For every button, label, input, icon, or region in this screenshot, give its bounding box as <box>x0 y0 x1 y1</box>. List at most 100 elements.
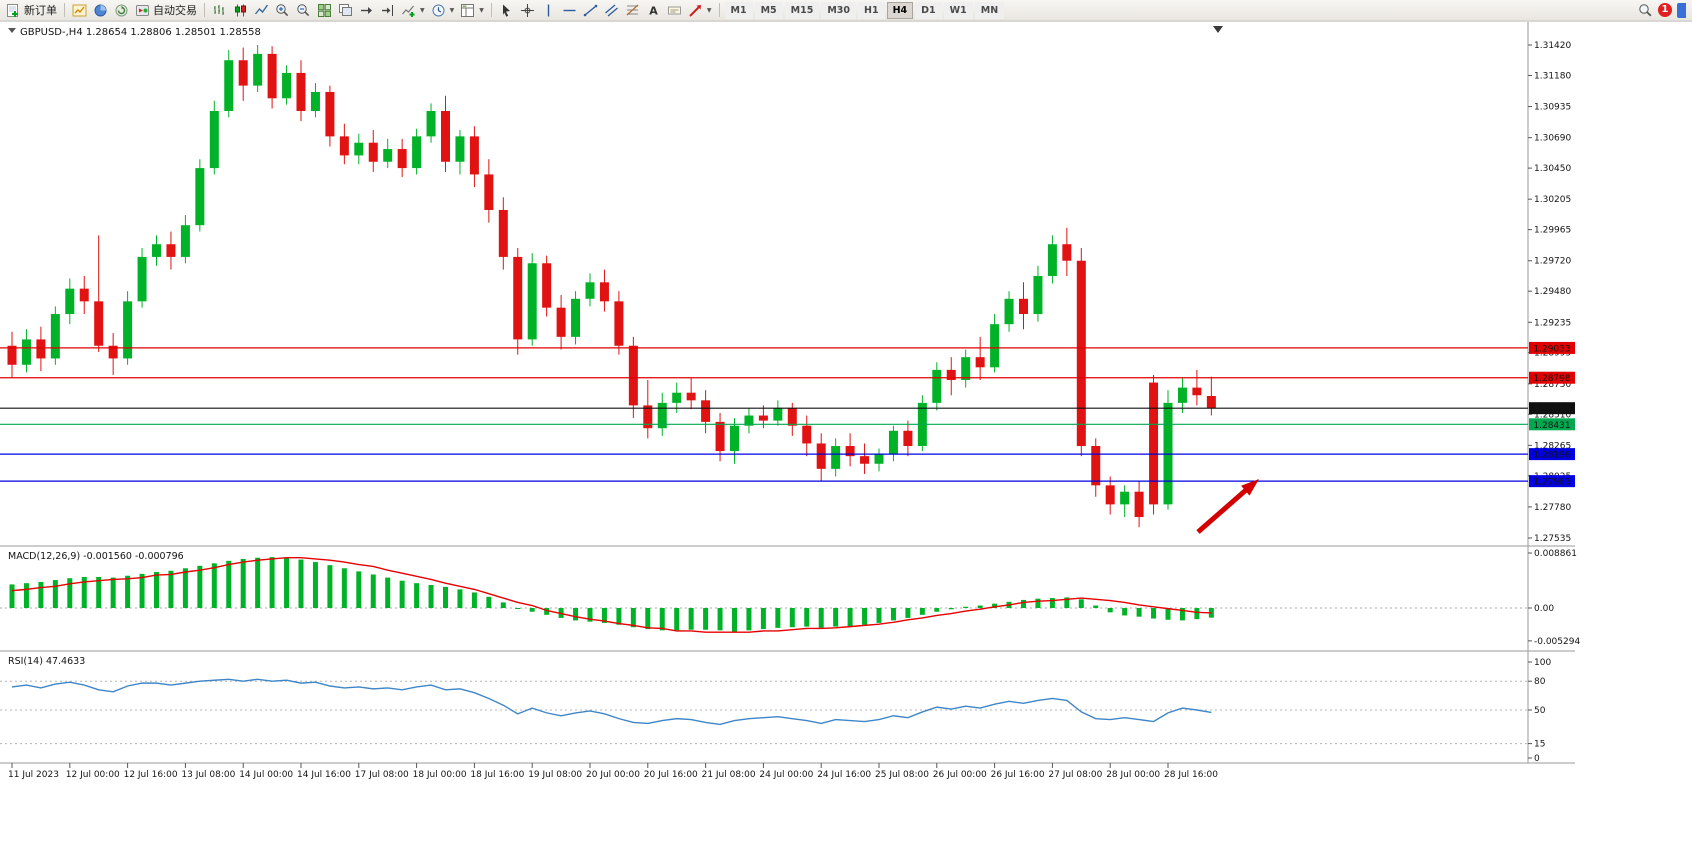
arrows-tool-button[interactable]: ▼ <box>685 1 715 19</box>
candle <box>137 248 147 308</box>
tile-windows-button[interactable] <box>314 1 335 19</box>
time-axis-label: 11 Jul 2023 <box>8 770 59 780</box>
chart-area: 1.31420 1.31180 1.30935 1.30690 1.30450 1.302… <box>0 20 1692 850</box>
macd-histogram-bar <box>457 589 463 608</box>
candle-chart-mode-button[interactable] <box>230 1 251 19</box>
macd-histogram-bar <box>500 602 506 608</box>
macd-histogram-bar <box>587 608 593 622</box>
macd-histogram-bar <box>269 557 275 608</box>
text-tool-button[interactable]: A <box>643 1 664 19</box>
candle <box>108 333 118 375</box>
candle <box>571 291 581 345</box>
candle <box>744 407 754 434</box>
macd-histogram-bar <box>52 580 58 608</box>
timeframe-m1[interactable]: M1 <box>724 1 753 19</box>
candle <box>1206 376 1216 416</box>
timeframe-m15[interactable]: M15 <box>784 1 820 19</box>
candle <box>1047 235 1057 284</box>
time-axis-label: 14 Jul 16:00 <box>297 770 351 780</box>
macd-histogram-bar <box>1179 608 1185 621</box>
time-axis-label: 24 Jul 16:00 <box>817 770 871 780</box>
channel-tool-button[interactable] <box>601 1 622 19</box>
candle <box>224 50 234 118</box>
timeframe-d1[interactable]: D1 <box>915 1 942 19</box>
trendline-tool-button[interactable] <box>580 1 601 19</box>
candle <box>1033 265 1043 322</box>
macd-histogram-bar <box>327 565 333 608</box>
docked-panel-edge[interactable] <box>1677 2 1686 18</box>
candle <box>325 85 335 147</box>
candle <box>455 130 465 175</box>
notification-badge[interactable]: 1 <box>1658 3 1672 17</box>
cascade-windows-button[interactable] <box>335 1 356 19</box>
dropdown-caret: ▼ <box>420 6 425 14</box>
autotrading-button[interactable]: 自动交易 <box>132 1 200 19</box>
macd-histogram-bar <box>948 608 954 610</box>
candle <box>79 275 89 315</box>
price-scale-label: 1.30935 <box>1534 103 1571 113</box>
new-order-button[interactable]: 新订单 <box>3 1 60 19</box>
macd-histogram-bar <box>1093 605 1099 608</box>
bar-chart-mode-button[interactable] <box>209 1 230 19</box>
macd-histogram-bar <box>963 606 969 608</box>
trend-arrow-head[interactable] <box>1241 479 1259 496</box>
timeframe-w1[interactable]: W1 <box>943 1 973 19</box>
time-axis-label: 28 Jul 16:00 <box>1164 770 1218 780</box>
macd-histogram-bar <box>573 608 579 621</box>
candle <box>7 331 17 378</box>
period-menu-button[interactable]: ▼ <box>428 1 458 19</box>
new-chart-button[interactable] <box>69 1 90 19</box>
macd-histogram-bar <box>67 578 73 608</box>
vertical-line-tool-button[interactable] <box>538 1 559 19</box>
chart-shift-marker[interactable] <box>1213 26 1223 33</box>
profiles-button[interactable] <box>90 1 111 19</box>
time-axis-label: 27 Jul 08:00 <box>1048 770 1102 780</box>
macd-histogram-bar <box>81 576 87 608</box>
cursor-tool-button[interactable] <box>496 1 517 19</box>
search-icon[interactable] <box>1638 3 1653 18</box>
candle <box>50 306 60 365</box>
horizontal-line-tool-button[interactable] <box>559 1 580 19</box>
timeframe-mn[interactable]: MN <box>974 1 1005 19</box>
price-tag-value: 1.28196 <box>1533 451 1570 461</box>
zoom-out-button[interactable] <box>293 1 314 19</box>
macd-histogram-bar <box>1035 598 1041 608</box>
candle <box>599 269 609 312</box>
price-scale-label: 1.30690 <box>1534 134 1571 144</box>
refresh-button[interactable] <box>111 1 132 19</box>
timeframe-m30[interactable]: M30 <box>821 1 857 19</box>
timeframe-m5[interactable]: M5 <box>754 1 783 19</box>
macd-histogram-bar <box>804 608 810 627</box>
candle <box>614 291 624 355</box>
line-chart-mode-button[interactable] <box>251 1 272 19</box>
candle <box>657 392 667 436</box>
candle <box>701 390 711 434</box>
candle <box>166 231 176 270</box>
macd-histogram-bar <box>674 608 680 631</box>
candle <box>990 314 1000 373</box>
price-scale-label: 1.31180 <box>1534 71 1571 81</box>
price-scale-label: 1.28750 <box>1534 380 1571 390</box>
fibonacci-tool-button[interactable] <box>622 1 643 19</box>
dropdown-caret: ▼ <box>449 6 455 14</box>
chart-shift-button[interactable] <box>377 1 398 19</box>
template-menu-button[interactable]: ▼ <box>457 1 487 19</box>
auto-scroll-button[interactable] <box>356 1 377 19</box>
candle <box>975 336 985 381</box>
price-scale-label: 1.29235 <box>1534 318 1571 328</box>
price-tag-value: 1.28798 <box>1533 374 1570 384</box>
crosshair-tool-button[interactable] <box>517 1 538 19</box>
chart-menu-caret[interactable] <box>8 28 16 33</box>
candle <box>354 133 364 165</box>
add-indicator-button[interactable]: ▼ <box>398 1 428 19</box>
text-label-tool-button[interactable] <box>664 1 685 19</box>
price-scale-label: 1.30450 <box>1534 164 1571 174</box>
candle <box>368 130 378 172</box>
trend-arrow[interactable] <box>1196 488 1248 534</box>
zoom-in-button[interactable] <box>272 1 293 19</box>
timeframe-h4[interactable]: H4 <box>886 1 914 19</box>
timeframe-h1[interactable]: H1 <box>858 1 885 19</box>
price-scale-label: 1.27535 <box>1534 534 1571 544</box>
candle <box>469 126 479 188</box>
